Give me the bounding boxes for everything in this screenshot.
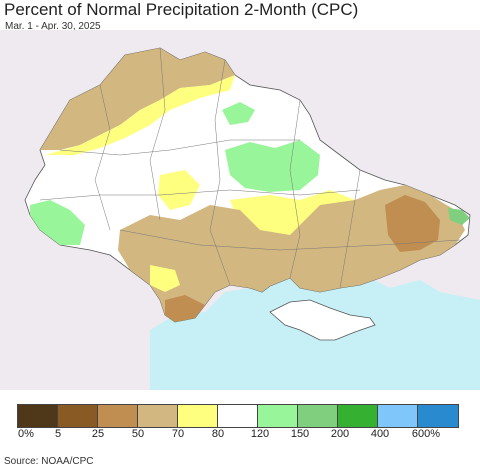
- zone-120-150-n: [225, 140, 320, 192]
- legend-swatch: [58, 405, 98, 427]
- legend-tick: 25: [91, 428, 105, 440]
- legend-swatch: [98, 405, 138, 427]
- map-title: Percent of Normal Precipitation 2-Month …: [4, 0, 359, 19]
- legend-tick: 120: [250, 428, 270, 440]
- legend-tick: 150: [290, 428, 310, 440]
- zone-25-50-s: [165, 295, 205, 322]
- legend-tick: 0%: [18, 428, 34, 440]
- legend-bar: [17, 404, 459, 428]
- legend-swatch: [418, 405, 458, 427]
- legend-swatch: [138, 405, 178, 427]
- zone-70-80-s: [150, 265, 180, 292]
- zone-50-70-s: [118, 185, 465, 322]
- legend-swatch: [338, 405, 378, 427]
- legend-swatch: [258, 405, 298, 427]
- source-credit: Source: NOAA/CPC: [4, 456, 94, 467]
- legend-swatch: [218, 405, 258, 427]
- legend-swatch: [298, 405, 338, 427]
- legend-tick: 5: [54, 428, 62, 440]
- legend-tick: 600%: [411, 428, 441, 440]
- precipitation-map: [0, 30, 480, 390]
- zone-70-80-c: [158, 170, 200, 210]
- legend-tick: 50: [131, 428, 145, 440]
- legend-swatch: [18, 405, 58, 427]
- date-range: Mar. 1 - Apr. 30, 2025: [5, 21, 101, 32]
- legend-swatch: [378, 405, 418, 427]
- zone-70-80-n: [45, 75, 235, 155]
- legend-swatch: [178, 405, 218, 427]
- legend-tick: 80: [211, 428, 225, 440]
- zone-120-150-n2: [222, 102, 255, 125]
- oblast-borders: [39, 47, 461, 289]
- legend-tick: 70: [171, 428, 185, 440]
- crimea: [269, 299, 376, 341]
- legend-tick: 200: [330, 428, 350, 440]
- zone-120-150-w: [30, 200, 85, 245]
- zone-25-50-e: [385, 195, 440, 252]
- zone-120-150-e: [448, 208, 470, 225]
- zone-50-70-nw: [40, 48, 235, 150]
- legend-tick: 400: [370, 428, 390, 440]
